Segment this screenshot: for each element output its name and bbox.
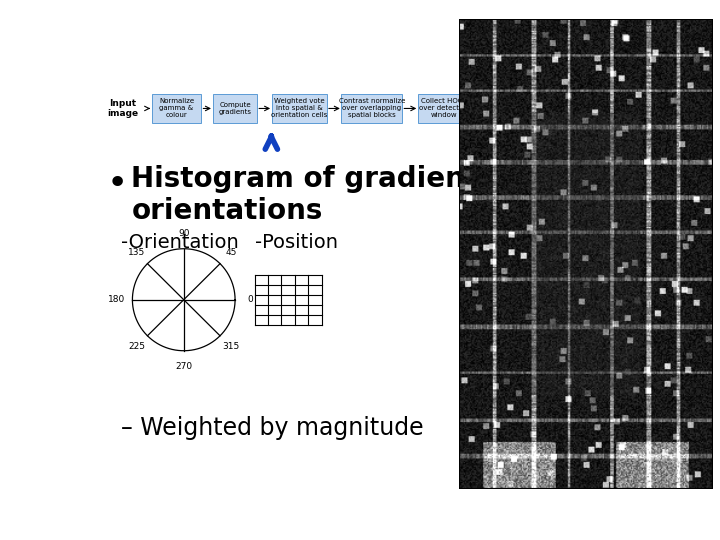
- FancyBboxPatch shape: [271, 94, 327, 123]
- FancyBboxPatch shape: [341, 94, 402, 123]
- Text: Compute
gradients: Compute gradients: [219, 102, 251, 115]
- Bar: [459, 19, 713, 489]
- Text: 135: 135: [128, 248, 145, 258]
- Text: -Orientation: -Orientation: [121, 233, 238, 252]
- Text: 180: 180: [109, 295, 125, 304]
- FancyBboxPatch shape: [213, 94, 257, 123]
- Text: Input
image: Input image: [107, 99, 138, 118]
- Text: Contrast normalize
over overlapping
spatial blocks: Contrast normalize over overlapping spat…: [338, 98, 405, 118]
- Text: 315: 315: [222, 342, 240, 351]
- Text: 0: 0: [248, 295, 253, 304]
- Text: Person /
non-person
classification: Person / non-person classification: [549, 93, 608, 123]
- FancyBboxPatch shape: [418, 94, 471, 123]
- Text: Normalize
gamma &
colour: Normalize gamma & colour: [159, 98, 194, 118]
- Text: Collect HOG's
over detection
window: Collect HOG's over detection window: [419, 98, 469, 118]
- Text: Linear
SVM: Linear SVM: [495, 102, 516, 115]
- Text: 225: 225: [128, 342, 145, 351]
- Text: 270: 270: [175, 362, 192, 370]
- FancyBboxPatch shape: [488, 94, 523, 123]
- Text: Weighted vote
into spatial &
orientation cells: Weighted vote into spatial & orientation…: [271, 98, 328, 118]
- Text: 45: 45: [225, 248, 237, 258]
- Text: -Position: -Position: [255, 233, 338, 252]
- Text: •: •: [107, 167, 128, 201]
- Text: 90: 90: [178, 229, 189, 238]
- Text: Histogram of gradient
orientations: Histogram of gradient orientations: [131, 165, 478, 225]
- Text: – Weighted by magnitude: – Weighted by magnitude: [121, 416, 423, 440]
- FancyBboxPatch shape: [152, 94, 202, 123]
